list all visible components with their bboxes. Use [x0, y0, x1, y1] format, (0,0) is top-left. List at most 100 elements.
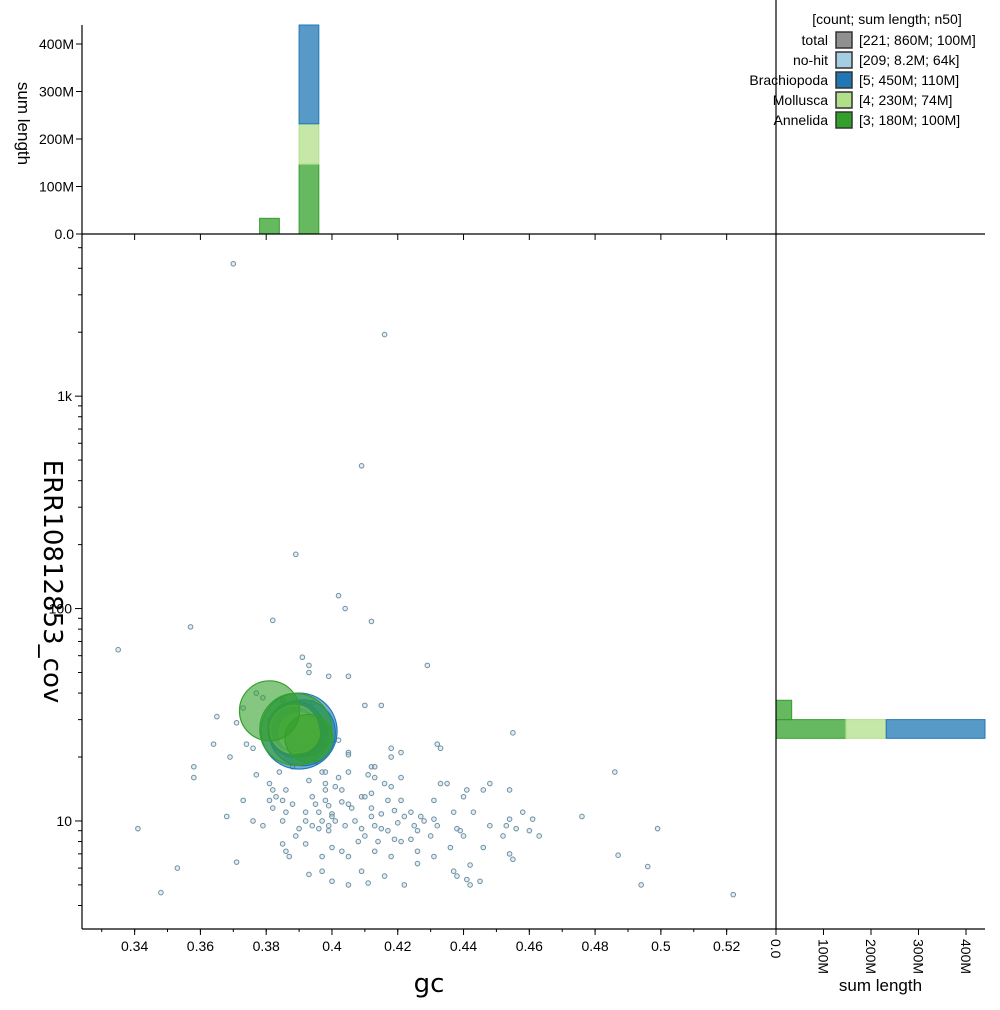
scatter-point-no-hit [329, 813, 335, 820]
x-tick-label: 0.52 [713, 938, 740, 954]
scatter-point-no-hit [381, 780, 388, 787]
scatter-point-no-hit [365, 771, 371, 778]
legend-swatch-total [835, 31, 853, 49]
scatter-point-no-hit [414, 860, 421, 867]
scatter-point-no-hit [266, 780, 273, 787]
scatter-point-no-hit [243, 741, 250, 747]
y-tick-label: 100 [49, 601, 73, 617]
scatter-point-no-hit [289, 801, 296, 807]
legend: [count; sum length; n50] total [221; 860M;… [749, 11, 976, 129]
scatter-point-no-hit [319, 868, 325, 875]
scatter-point-no-hit [345, 801, 352, 807]
scatter-point-no-hit [319, 818, 325, 824]
scatter-point-no-hit [431, 816, 437, 822]
scatter-point-no-hit [348, 805, 355, 811]
scatter-point-no-hit [385, 797, 391, 804]
scatter-point-no-hit [322, 780, 329, 787]
scatter-point-no-hit [381, 873, 388, 879]
scatter-point-no-hit [408, 809, 414, 815]
x-tick-label: 0.42 [384, 938, 411, 954]
top-hist-bar-mollusca [298, 123, 320, 165]
legend-label-mollusca: Mollusca [773, 92, 828, 108]
scatter-point-no-hit [312, 801, 319, 807]
right-hist-x-tick-label: 200M [863, 939, 879, 974]
legend-stats-annelida: [3; 180M; 100M] [859, 112, 960, 128]
scatter-point-no-hit [332, 818, 339, 824]
scatter-point-no-hit [730, 891, 737, 898]
scatter-point-no-hit [302, 818, 309, 824]
scatter-point-no-hit [536, 833, 542, 839]
legend-stats-no-hit: [209; 8.2M; 64k] [859, 52, 959, 68]
scatter-point-no-hit [352, 818, 358, 824]
scatter-point-no-hit [355, 838, 362, 845]
scatter-point-no-hit [358, 463, 365, 469]
scatter-point-no-hit [279, 797, 286, 804]
legend-swatch-mollusca [835, 91, 853, 109]
scatter-point-no-hit [306, 871, 312, 878]
gc-histogram [259, 24, 320, 235]
right-hist-x-tick-label: 0.0 [768, 939, 784, 959]
scatter-point-no-hit [500, 833, 506, 839]
scatter-point-no-hit [510, 856, 516, 863]
scatter-point-no-hit [513, 825, 519, 832]
scatter-point-no-hit [431, 797, 437, 804]
scatter-point-no-hit [253, 771, 260, 778]
x-tick-label: 0.4 [322, 938, 342, 954]
scatter-point-no-hit [115, 646, 121, 653]
scatter-point-no-hit [371, 763, 378, 770]
scatter-point-no-hit [450, 868, 457, 875]
x-tick-label: 0.38 [253, 938, 280, 954]
scatter-point-no-hit [250, 818, 256, 824]
scatter-point-no-hit [329, 844, 335, 851]
scatter-point-no-hit [210, 741, 217, 747]
scatter-point-no-hit [467, 882, 473, 888]
axes: 0.34 0.36 0.38 0.4 0.42 0.44 0.46 0.48 0.5 0.52 gc… [14, 0, 985, 999]
scatter-point-no-hit [345, 769, 352, 775]
right-hist-bar-mollusca [845, 719, 887, 739]
scatter-point-no-hit [450, 809, 457, 815]
scatter-point-no-hit [269, 805, 276, 811]
scatter-point-no-hit [309, 793, 316, 800]
scatter-point-no-hit [273, 793, 279, 800]
scatter-point-no-hit [339, 787, 345, 793]
legend-swatch-annelida [835, 111, 853, 129]
scatter-point-no-hit [434, 741, 441, 747]
scatter-point-no-hit [510, 730, 516, 736]
x-tick-label: 0.36 [187, 938, 214, 954]
scatter-point-no-hit [187, 624, 194, 630]
scatter-point-no-hit [306, 777, 312, 784]
legend-stats-total: [221; 860M; 100M] [859, 32, 976, 48]
right-hist-x-tick-label: 400M [958, 939, 974, 974]
scatter-point-no-hit [358, 868, 365, 875]
scatter-point-no-hit [329, 878, 335, 885]
scatter-point-no-hit [506, 851, 513, 857]
scatter-point-no-hit [391, 807, 398, 814]
scatter-point-no-hit [283, 809, 289, 815]
scatter-point-no-hit [375, 838, 381, 845]
scatter-point-no-hit [368, 813, 375, 820]
scatter-point-no-hit [388, 745, 394, 752]
scatter-point-no-hit [302, 809, 309, 815]
scatter-point-no-hit [388, 783, 394, 790]
scatter-point-no-hit [444, 780, 450, 787]
scatter-point-no-hit [388, 853, 394, 860]
scatter-point-no-hit [506, 787, 513, 793]
scatter-point-no-hit [292, 833, 299, 839]
top-hist-bar-annelida [298, 163, 320, 235]
scatter-point-no-hit [529, 816, 536, 822]
x-tick-label: 0.44 [450, 938, 477, 954]
scatter-point-no-hit [615, 852, 621, 858]
scatter-point-no-hit [414, 848, 421, 855]
scatter-point-no-hit [316, 809, 322, 815]
scatter-point-no-hit [579, 813, 585, 820]
scatter-point-no-hit [638, 882, 644, 888]
scatter-point-no-hit [414, 827, 421, 834]
scatter-point-no-hit [411, 822, 417, 829]
scatter-point-no-hit [378, 811, 385, 817]
scatter-point-no-hit [345, 673, 352, 680]
top-hist-y-tick-label: 200M [39, 131, 74, 147]
right-hist-axis-title: sum length [839, 976, 922, 995]
scatter-point-no-hit [345, 882, 352, 888]
scatter-point-no-hit [332, 783, 339, 790]
scatter-point-no-hit [365, 880, 371, 886]
